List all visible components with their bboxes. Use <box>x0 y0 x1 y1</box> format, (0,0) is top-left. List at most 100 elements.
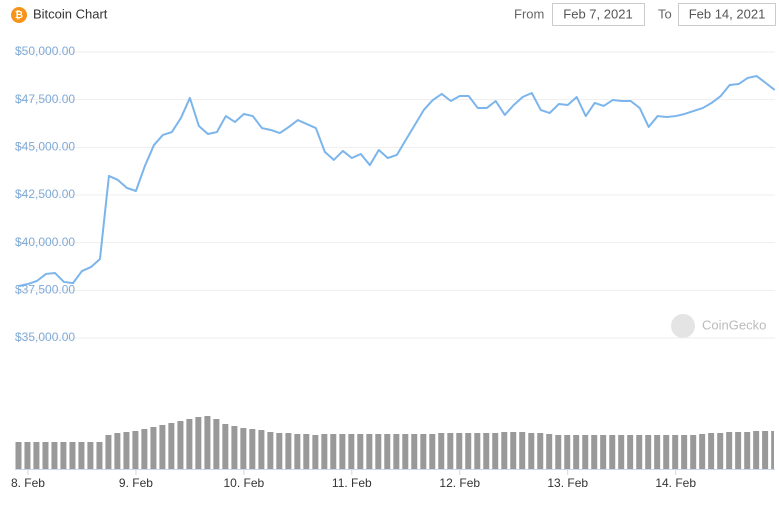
volume-bar <box>258 430 265 469</box>
volume-bar <box>204 416 211 469</box>
to-label: To <box>658 6 672 21</box>
watermark-logo <box>671 314 695 338</box>
volume-bar <box>96 442 103 469</box>
to-input[interactable] <box>678 3 776 26</box>
volume-bar <box>303 434 310 469</box>
volume-bar <box>375 434 382 469</box>
volume-bar <box>537 433 544 469</box>
volume-bar <box>42 442 49 469</box>
volume-bar <box>78 442 85 469</box>
volume-bar <box>384 434 391 469</box>
bitcoin-icon <box>11 7 27 23</box>
volume-bar <box>231 426 238 469</box>
volume-bar <box>177 421 184 469</box>
from-input[interactable] <box>552 3 645 26</box>
volume-bar <box>438 433 445 469</box>
volume-bar <box>312 435 319 469</box>
x-tick-label: 11. Feb <box>332 476 372 490</box>
volume-bar <box>762 431 769 469</box>
volume-bar <box>690 435 697 469</box>
volume-bar <box>573 435 580 469</box>
volume-bar <box>123 432 130 469</box>
volume-bar <box>735 432 742 469</box>
volume-bar <box>321 434 328 469</box>
volume-bar <box>294 434 301 469</box>
price-line <box>18 75 776 287</box>
volume-bar <box>483 433 490 469</box>
volume-bar <box>105 435 112 469</box>
volume-bar <box>528 433 535 469</box>
volume-bar <box>132 431 139 469</box>
volume-bar <box>339 434 346 469</box>
volume-bar <box>501 432 508 469</box>
volume-bar <box>609 435 616 469</box>
volume-bar <box>168 423 175 469</box>
volume-bar <box>717 433 724 469</box>
volume-bar <box>681 435 688 469</box>
volume-bar <box>222 424 229 469</box>
volume-bar <box>600 435 607 469</box>
volume-bar <box>618 435 625 469</box>
volume-bar <box>285 433 292 469</box>
volume-bar <box>69 442 76 469</box>
volume-bar <box>636 435 643 469</box>
volume-bar <box>87 442 94 469</box>
volume-bar <box>240 428 247 469</box>
volume-bar <box>420 434 427 469</box>
volume-bar <box>141 429 148 469</box>
volume-bar <box>771 431 774 469</box>
y-tick-label: $42,500.00 <box>15 187 75 201</box>
volume-bar <box>708 433 715 469</box>
volume-bar <box>474 433 481 469</box>
volume-bar <box>753 431 760 469</box>
volume-bar <box>744 432 751 469</box>
volume-bar <box>456 433 463 469</box>
y-tick-label: $35,000.00 <box>15 330 75 344</box>
y-tick-label: $47,500.00 <box>15 92 75 106</box>
volume-bar <box>429 434 436 469</box>
volume-bar <box>195 417 202 469</box>
volume-bar <box>15 442 22 469</box>
volume-bar <box>510 432 517 469</box>
volume-bar <box>60 442 67 469</box>
volume-bar <box>393 434 400 469</box>
from-value[interactable]: Feb 7, 2021 <box>563 6 632 21</box>
volume-bar <box>33 442 40 469</box>
volume-bar <box>447 433 454 469</box>
x-tick-label: 13. Feb <box>547 476 588 490</box>
volume-bar <box>546 434 553 469</box>
volume-bar <box>726 432 733 469</box>
to-value[interactable]: Feb 14, 2021 <box>689 6 766 21</box>
volume-bar <box>591 435 598 469</box>
volume-bar <box>663 435 670 469</box>
volume-bar <box>645 435 652 469</box>
volume-bar <box>564 435 571 469</box>
volume-bar <box>366 434 373 469</box>
volume-bar <box>348 434 355 469</box>
volume-bar <box>186 419 193 469</box>
volume-bar <box>330 434 337 469</box>
y-tick-label: $45,000.00 <box>15 140 75 154</box>
from-label: From <box>514 6 544 21</box>
volume-bar <box>51 442 58 469</box>
volume-bar <box>465 433 472 469</box>
x-tick-label: 14. Feb <box>655 476 696 490</box>
bitcoin-glyph: ₿ <box>15 9 23 21</box>
volume-bar <box>582 435 589 469</box>
x-tick-label: 12. Feb <box>439 476 480 490</box>
x-tick-label: 8. Feb <box>11 476 45 490</box>
y-tick-label: $40,000.00 <box>15 235 75 249</box>
volume-bar <box>555 435 562 469</box>
volume-bar <box>276 433 283 469</box>
volume-bar <box>213 419 220 469</box>
volume-bar <box>24 442 31 469</box>
volume-bar <box>519 432 526 469</box>
volume-bar <box>249 429 256 469</box>
volume-bar <box>411 434 418 469</box>
volume-bar <box>492 433 499 469</box>
volume-bar <box>357 434 364 469</box>
x-tick-label: 9. Feb <box>119 476 153 490</box>
chart-title: Bitcoin Chart <box>33 6 108 21</box>
y-tick-label: $37,500.00 <box>15 283 75 297</box>
